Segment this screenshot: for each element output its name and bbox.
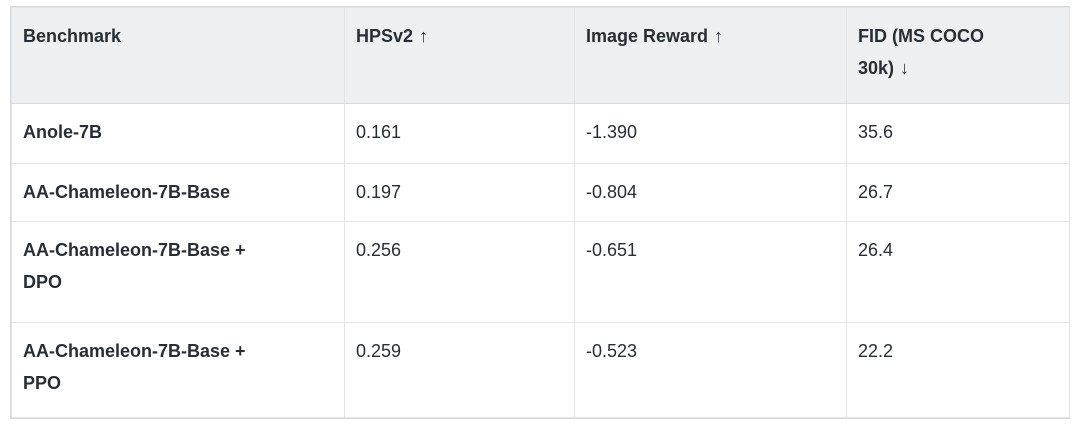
hpsv2-value: 0.197 (356, 182, 402, 202)
table-row: AA-Chameleon-7B-Base + PPO 0.259 -0.523 … (11, 322, 1070, 418)
fid-value-cell: 22.2 (846, 322, 1070, 418)
column-header-label: FID (MS COCO 30k) (858, 26, 984, 78)
image-reward-value-cell: -0.804 (574, 163, 847, 222)
header-label-wrap: Image Reward ↑ (586, 20, 834, 52)
table-row: Anole-7B 0.161 -1.390 35.6 (11, 103, 1070, 164)
hpsv2-value-cell: 0.197 (344, 163, 575, 222)
fid-value-cell: 26.7 (846, 163, 1070, 222)
hpsv2-value: 0.259 (356, 341, 402, 361)
benchmark-name: AA-Chameleon-7B-Base + DPO (23, 240, 246, 292)
image-reward-value-cell: -0.651 (574, 221, 847, 323)
benchmark-name-cell: Anole-7B (11, 103, 345, 164)
fid-value: 26.7 (858, 182, 894, 202)
column-header-hpsv2: HPSv2 ↑ (344, 7, 575, 104)
arrow-down-icon: ↓ (900, 58, 910, 78)
header-label-wrap: Benchmark (23, 20, 332, 52)
hpsv2-value-cell: 0.256 (344, 221, 575, 323)
column-header-fid: FID (MS COCO 30k) ↓ (846, 7, 1070, 104)
fid-value-cell: 35.6 (846, 103, 1070, 164)
header-label-wrap: HPSv2 ↑ (356, 20, 562, 52)
benchmark-results-table: Benchmark HPSv2 ↑ Image Reward ↑ FID (MS C… (11, 7, 1070, 418)
hpsv2-value-cell: 0.259 (344, 322, 575, 418)
hpsv2-value: 0.161 (356, 122, 402, 142)
fid-value: 26.4 (858, 240, 894, 260)
column-header-label: HPSv2 (356, 26, 414, 46)
benchmark-name: AA-Chameleon-7B-Base + PPO (23, 341, 246, 393)
image-reward-value: -1.390 (586, 122, 638, 142)
table-row: AA-Chameleon-7B-Base + DPO 0.256 -0.651 … (11, 221, 1070, 323)
fid-value-cell: 26.4 (846, 221, 1070, 323)
column-header-label: Image Reward (586, 26, 709, 46)
benchmark-name: Anole-7B (23, 122, 103, 142)
arrow-up-icon: ↑ (714, 26, 724, 46)
image-reward-value-cell: -0.523 (574, 322, 847, 418)
benchmark-name-cell: AA-Chameleon-7B-Base + DPO (11, 221, 345, 323)
image-reward-value: -0.804 (586, 182, 638, 202)
benchmark-name-cell: AA-Chameleon-7B-Base (11, 163, 345, 222)
image-reward-value: -0.651 (586, 240, 638, 260)
header-row: Benchmark HPSv2 ↑ Image Reward ↑ FID (MS C… (11, 7, 1070, 104)
column-header-image-reward: Image Reward ↑ (574, 7, 847, 104)
image-reward-value-cell: -1.390 (574, 103, 847, 164)
fid-value: 35.6 (858, 122, 894, 142)
table-row: AA-Chameleon-7B-Base 0.197 -0.804 26.7 (11, 163, 1070, 222)
arrow-up-icon: ↑ (419, 26, 429, 46)
hpsv2-value: 0.256 (356, 240, 402, 260)
column-header-benchmark: Benchmark (11, 7, 345, 104)
benchmark-name-cell: AA-Chameleon-7B-Base + PPO (11, 322, 345, 418)
hpsv2-value-cell: 0.161 (344, 103, 575, 164)
fid-value: 22.2 (858, 341, 894, 361)
benchmark-name: AA-Chameleon-7B-Base (23, 182, 231, 202)
image-reward-value: -0.523 (586, 341, 638, 361)
benchmark-table-container: Benchmark HPSv2 ↑ Image Reward ↑ FID (MS C… (10, 6, 1070, 419)
column-header-label: Benchmark (23, 26, 122, 46)
header-label-wrap: FID (MS COCO 30k) ↓ (858, 20, 1008, 84)
